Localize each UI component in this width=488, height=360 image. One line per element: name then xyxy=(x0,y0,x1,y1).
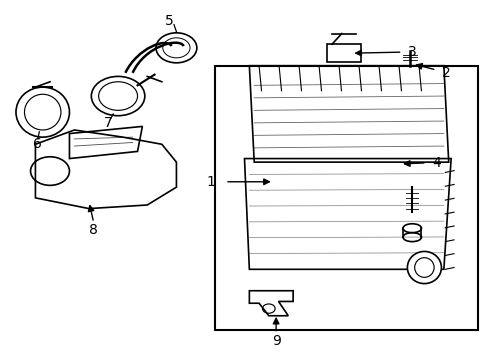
Text: 8: 8 xyxy=(89,223,98,237)
Text: 7: 7 xyxy=(104,116,113,130)
Bar xyxy=(215,66,477,330)
Text: 1: 1 xyxy=(205,175,214,189)
Text: 2: 2 xyxy=(441,66,450,80)
Ellipse shape xyxy=(414,258,433,277)
Text: 6: 6 xyxy=(33,137,42,151)
Text: 5: 5 xyxy=(164,14,173,28)
Bar xyxy=(326,44,361,62)
Text: 9: 9 xyxy=(271,334,280,348)
Text: 4: 4 xyxy=(431,156,440,170)
Text: 3: 3 xyxy=(407,45,416,59)
Ellipse shape xyxy=(407,251,441,284)
